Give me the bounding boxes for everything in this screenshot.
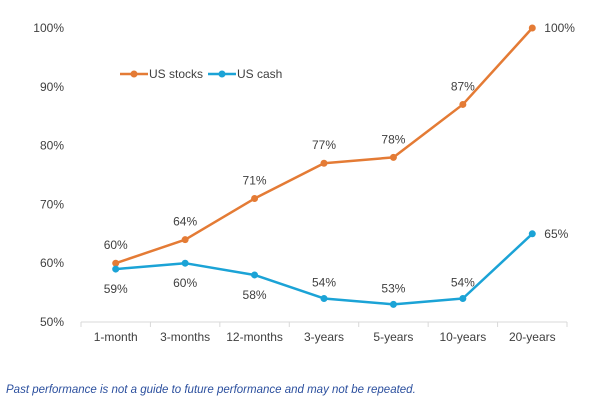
- us-stocks-point: [181, 236, 189, 244]
- legend: US stocks US cash: [120, 67, 282, 81]
- y-tick-label: 80%: [40, 139, 64, 153]
- us-stocks-data-label: 100%: [544, 21, 575, 35]
- us-cash-data-label: 58%: [243, 288, 267, 302]
- us-cash-data-label: 59%: [104, 282, 128, 296]
- us-cash-data-label: 54%: [451, 275, 475, 289]
- chart-area: 50% 60% 70% 80% 90% 100% 1-month 3-months 12-mo…: [33, 21, 576, 344]
- y-tick-label: 50%: [40, 315, 64, 329]
- series: [112, 24, 536, 308]
- us-stocks-data-label: 64%: [173, 215, 197, 229]
- series-line-us-cash: [114, 232, 534, 306]
- y-tick-label: 90%: [40, 80, 64, 94]
- us-stocks-data-label: 60%: [104, 238, 128, 252]
- x-tick-label: 10-years: [440, 330, 487, 344]
- y-tick-label: 100%: [33, 21, 64, 35]
- us-cash-data-label: 54%: [312, 275, 336, 289]
- us-stocks-point: [389, 153, 397, 161]
- us-cash-point: [112, 265, 120, 273]
- us-stocks-data-label: 71%: [243, 174, 267, 188]
- us-cash-legend-label: US cash: [237, 67, 282, 81]
- x-tick-label: 1-month: [94, 330, 138, 344]
- footnote: Past performance is not a guide to futur…: [6, 384, 416, 396]
- x-axis: 1-month 3-months 12-months 3-years 5-years 10…: [80, 322, 568, 344]
- us-cash-point: [320, 294, 328, 302]
- us-cash-point: [459, 294, 467, 302]
- us-stocks-point: [251, 195, 259, 203]
- us-stocks-data-label: 77%: [312, 138, 336, 152]
- us-cash-data-label: 53%: [381, 281, 405, 295]
- us-stocks-data-label: 87%: [451, 79, 475, 93]
- line-chart: 50% 60% 70% 80% 90% 100% 1-month 3-months 12-mo…: [33, 21, 576, 344]
- us-cash-data-label: 60%: [173, 276, 197, 290]
- us-cash-point: [528, 230, 536, 238]
- us-stocks-point: [528, 24, 536, 32]
- x-tick-label: 3-months: [160, 330, 210, 344]
- x-tick-label: 20-years: [509, 330, 556, 344]
- us-stocks-point: [112, 259, 120, 267]
- us-cash-point: [389, 300, 397, 308]
- y-axis: 50% 60% 70% 80% 90% 100%: [33, 21, 64, 329]
- us-stocks-point: [320, 159, 328, 167]
- us-cash-legend-marker: [218, 70, 226, 78]
- y-tick-label: 60%: [40, 256, 64, 270]
- us-stocks-data-label: 78%: [381, 132, 405, 146]
- us-cash-point: [181, 259, 189, 267]
- us-stocks-legend-marker: [130, 70, 138, 78]
- us-stocks-legend-label: US stocks: [149, 67, 203, 81]
- x-tick-label: 5-years: [373, 330, 413, 344]
- y-tick-label: 70%: [40, 197, 64, 211]
- us-cash-data-label: 65%: [544, 227, 568, 241]
- x-tick-label: 12-months: [226, 330, 283, 344]
- data-labels: 60% 64% 71% 77% 78% 87% 100% 59% 60% 58% 54% 53% 54%…: [104, 21, 576, 302]
- x-tick-label: 3-years: [304, 330, 344, 344]
- us-stocks-point: [459, 100, 467, 108]
- us-cash-point: [251, 271, 259, 279]
